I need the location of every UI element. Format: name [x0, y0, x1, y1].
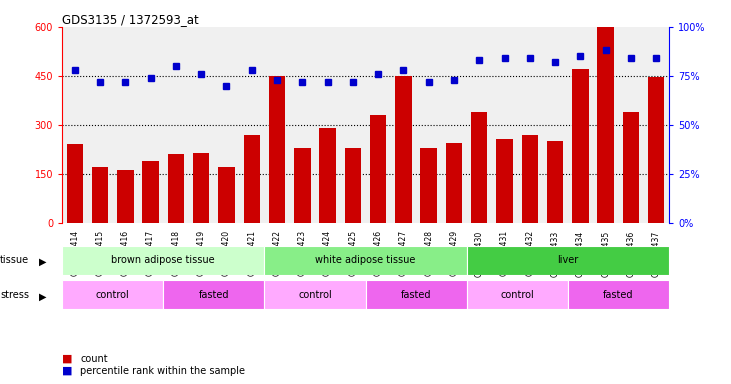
- Bar: [648, 78, 664, 223]
- Text: stress: stress: [0, 290, 29, 300]
- Text: white adipose tissue: white adipose tissue: [315, 255, 416, 265]
- Text: fasted: fasted: [199, 290, 229, 300]
- Bar: [366, 280, 466, 309]
- Bar: [193, 152, 209, 223]
- Bar: [62, 246, 265, 275]
- Bar: [623, 112, 639, 223]
- Bar: [466, 280, 568, 309]
- Text: control: control: [500, 290, 534, 300]
- Text: control: control: [298, 290, 332, 300]
- Text: brown adipose tissue: brown adipose tissue: [111, 255, 215, 265]
- Bar: [471, 112, 488, 223]
- Text: ■: ■: [62, 366, 72, 376]
- Bar: [344, 148, 361, 223]
- Text: fasted: fasted: [603, 290, 634, 300]
- Bar: [269, 76, 285, 223]
- Bar: [67, 144, 83, 223]
- Bar: [62, 280, 163, 309]
- Bar: [597, 27, 614, 223]
- Text: GDS3135 / 1372593_at: GDS3135 / 1372593_at: [62, 13, 199, 26]
- Text: fasted: fasted: [401, 290, 431, 300]
- Bar: [370, 115, 387, 223]
- Bar: [420, 148, 437, 223]
- Text: ▶: ▶: [39, 291, 46, 302]
- Bar: [167, 154, 184, 223]
- Bar: [466, 246, 669, 275]
- Bar: [117, 170, 134, 223]
- Bar: [568, 280, 669, 309]
- Bar: [219, 167, 235, 223]
- Bar: [163, 280, 265, 309]
- Text: percentile rank within the sample: percentile rank within the sample: [80, 366, 246, 376]
- Bar: [265, 246, 466, 275]
- Bar: [395, 76, 412, 223]
- Bar: [547, 141, 564, 223]
- Bar: [265, 280, 366, 309]
- Bar: [143, 161, 159, 223]
- Bar: [294, 148, 311, 223]
- Bar: [446, 143, 462, 223]
- Text: control: control: [96, 290, 129, 300]
- Bar: [522, 135, 538, 223]
- Bar: [496, 139, 512, 223]
- Bar: [243, 135, 260, 223]
- Text: liver: liver: [557, 255, 578, 265]
- Text: ■: ■: [62, 354, 72, 364]
- Bar: [92, 167, 108, 223]
- Bar: [572, 70, 588, 223]
- Text: ▶: ▶: [39, 257, 46, 267]
- Text: count: count: [80, 354, 108, 364]
- Text: tissue: tissue: [0, 255, 29, 265]
- Bar: [319, 128, 336, 223]
